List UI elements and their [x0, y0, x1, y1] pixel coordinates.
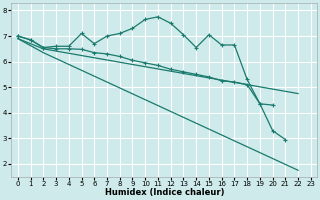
X-axis label: Humidex (Indice chaleur): Humidex (Indice chaleur) — [105, 188, 224, 197]
